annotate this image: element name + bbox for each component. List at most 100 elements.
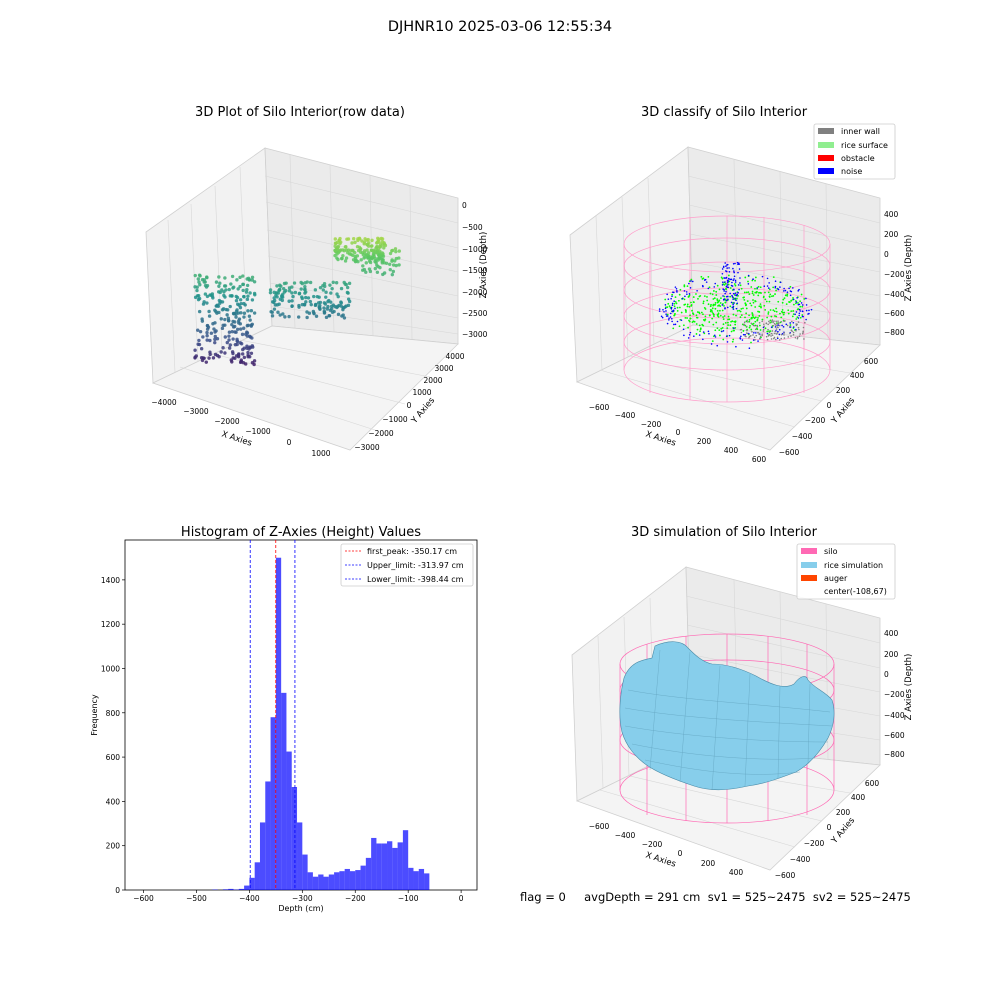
histogram-reference-lines [249,540,296,890]
rice-surface-point [727,315,730,318]
scatter-point [336,245,340,250]
scatter-point [359,250,363,254]
noise-point [774,280,777,282]
rice-surface-point [703,319,706,322]
rice-surface-point [747,280,749,283]
inner-wall-point [753,336,756,339]
scatter-point [229,282,233,286]
scatter-point [195,294,200,298]
inner-wall-point [797,326,800,329]
panel2-gridlines [595,159,881,428]
inner-wall-point [792,333,795,336]
scatter-point [226,316,231,320]
rice-surface-point [768,288,771,291]
inner-wall-point [797,321,800,323]
noise-point [788,287,790,290]
rice-surface-point [754,306,757,308]
noise-point [733,270,735,272]
legend-label-center: center(-108,67) [824,587,887,596]
panel2-x-ticks: −600 −400 −200 0 200 400 600 [589,403,767,464]
rice-surface-point [785,303,788,306]
panel2-ztick: −200 [884,270,905,279]
rice-surface-point [781,301,784,304]
rice-surface-point [674,300,677,303]
noise-point [798,303,801,306]
rice-surface-point [685,311,687,313]
noise-point [727,298,729,301]
inner-wall-point [746,329,748,332]
scatter-point [343,259,348,263]
scatter-point [333,253,337,258]
scatter-point [331,280,335,285]
rice-surface-point [724,301,727,304]
histogram-bar [254,862,260,890]
scatter-point [200,358,205,363]
scatter-point [197,309,202,314]
noise-point [676,320,679,323]
noise-point [782,326,785,328]
legend-label-first-peak: first_peak: -350.17 cm [367,547,457,556]
noise-point [668,319,670,321]
scatter-point [250,278,254,282]
legend-label-rice-surface: rice surface [841,141,888,150]
rice-surface-point [689,317,692,320]
noise-point [727,286,730,289]
scatter-point [318,303,322,308]
scatter-point [374,261,378,265]
rice-surface-point [698,311,701,314]
rice-surface-point [790,299,793,302]
panel1-y-ticks: −3000 −2000 −1000 0 1000 2000 3000 4000 [354,352,464,452]
panel2-y-ticks: −600 −400 −200 0 200 400 600 [779,357,879,457]
scatter-point [374,246,378,250]
noise-point [688,333,691,336]
scatter-point [245,283,250,288]
rice-surface-point [695,333,698,335]
noise-point [674,307,676,310]
inner-wall-point [798,328,800,331]
panel2-legend-box [813,123,896,180]
scatter-point [236,319,241,323]
inner-wall-point [754,328,757,331]
noise-point [732,267,734,270]
scatter-point [245,346,249,350]
noise-point [667,298,670,300]
noise-point [669,316,672,318]
scatter-point [305,310,309,314]
scatter-point [287,314,291,319]
noise-point [665,310,667,312]
scatter-point [249,309,254,313]
noise-point [792,287,794,289]
inner-wall-point [795,323,797,325]
rice-surface-point [714,302,717,304]
histogram-bar [281,692,287,890]
inner-wall-point [802,326,805,329]
rice-surface-point [727,274,730,277]
rice-surface-point [756,328,759,331]
histogram-bar [328,874,335,890]
rice-surface-point [713,297,716,300]
rice-surface-point [745,307,748,310]
noise-point [732,305,735,308]
scatter-point [328,283,332,287]
scatter-point [227,330,232,334]
scatter-point [201,302,206,306]
noise-point [698,334,701,336]
rice-surface-point [695,323,698,325]
inner-wall-point [799,333,801,335]
inner-wall-point [783,334,785,336]
histogram-bar [349,871,356,890]
rice-surface-point [684,316,687,319]
panel4-z-ticks: −800 −600 −400 −200 0 200 400 [884,629,905,759]
inner-wall-point [786,324,789,327]
rice-surface-point [714,329,717,332]
rice-surface-point [764,327,767,330]
scatter-point [213,330,217,334]
inner-wall-point [748,335,751,338]
panel1-ytick: 4000 [445,352,464,361]
scatter-point [314,314,319,318]
rice-surface-point [783,297,786,300]
rice-surface-point [677,299,680,302]
rice-surface-point [671,293,674,296]
scatter-point [197,296,202,301]
panel4-xtick: −200 [642,840,663,849]
